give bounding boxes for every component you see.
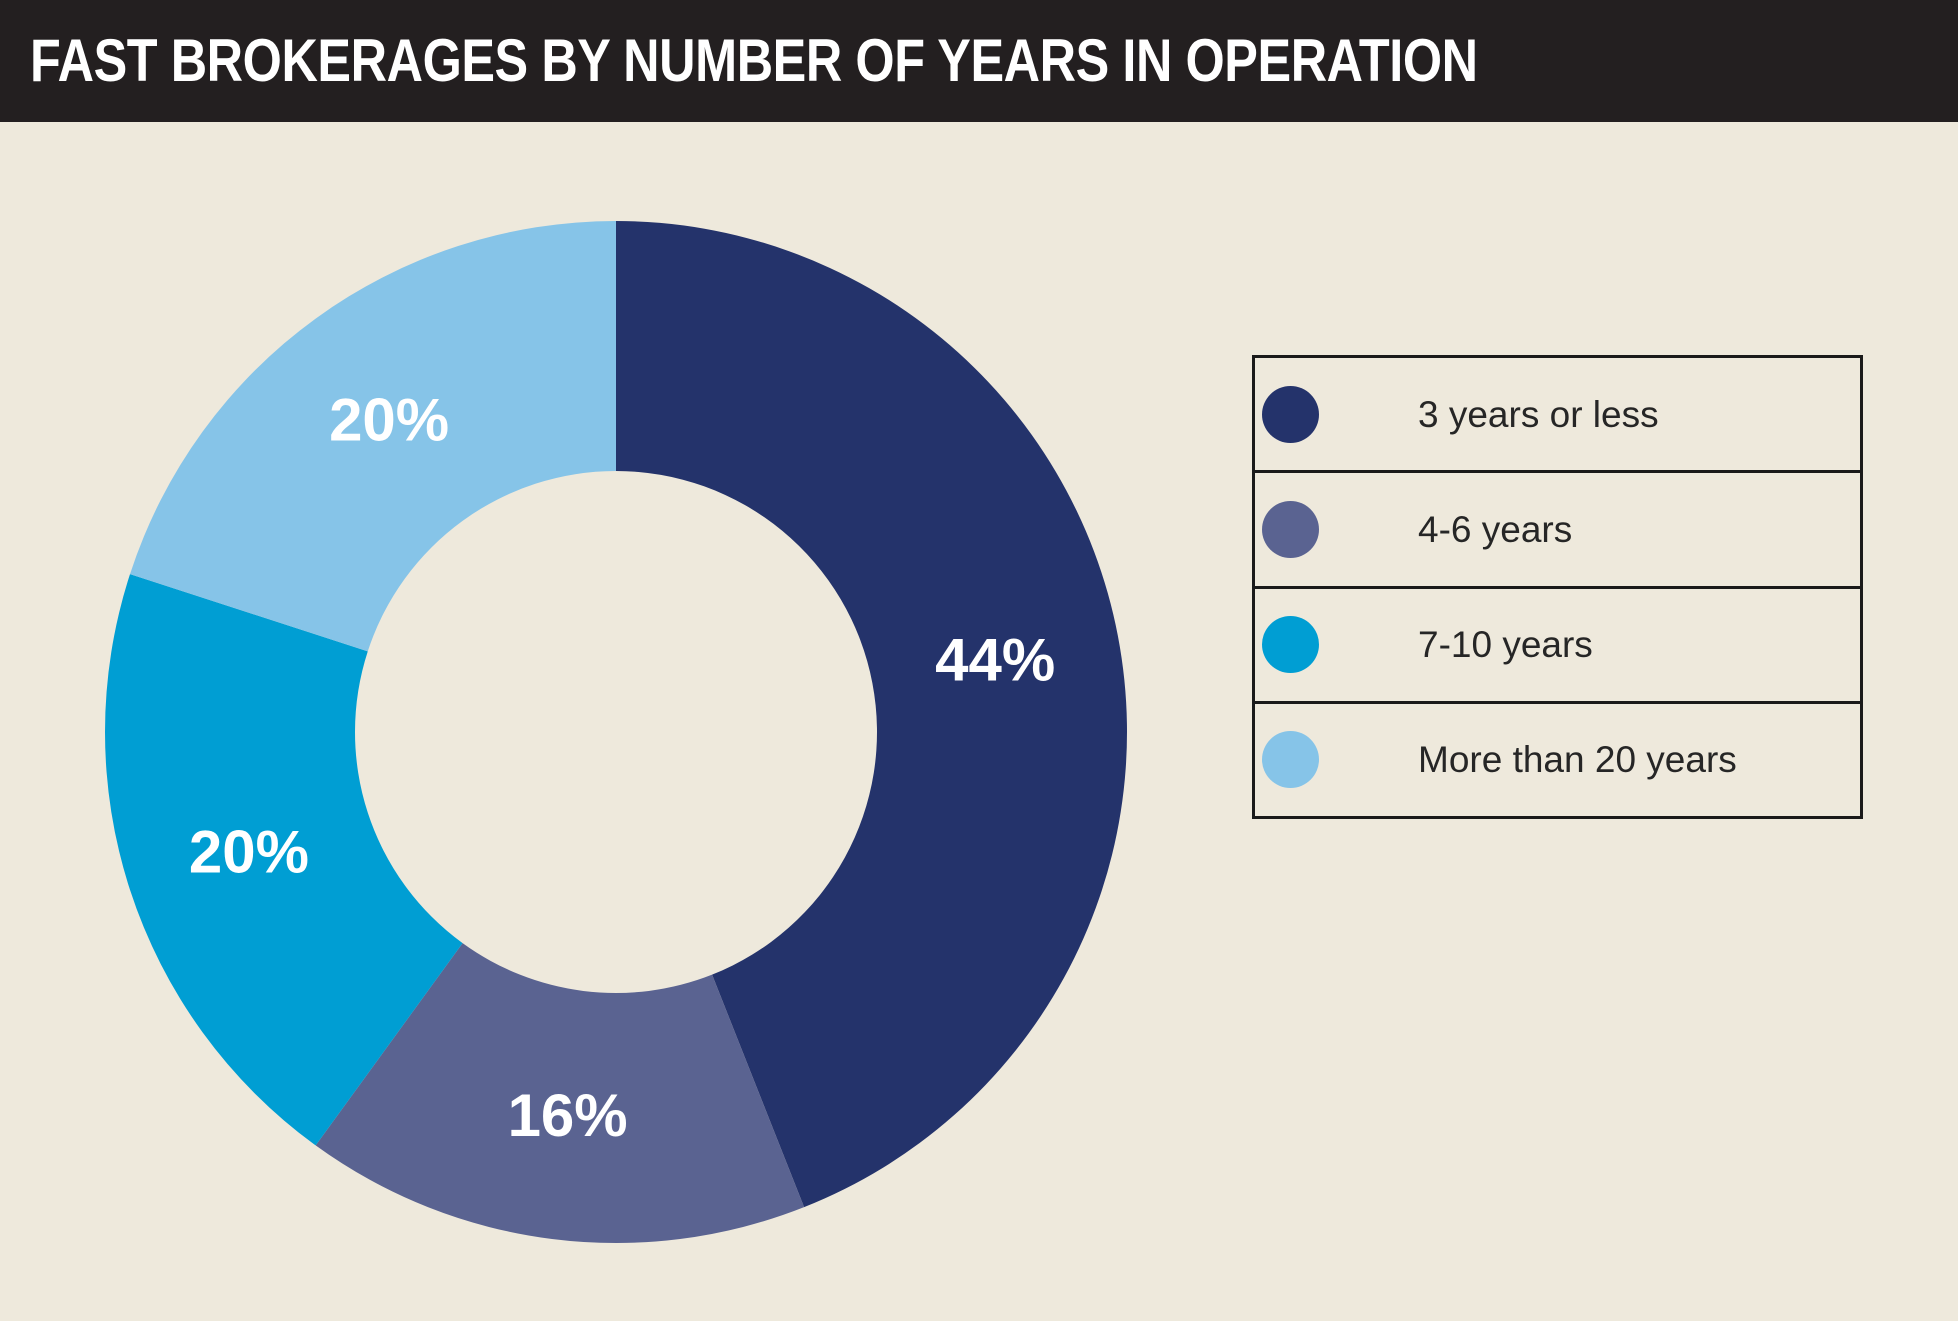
legend-swatch-icon bbox=[1262, 385, 1319, 443]
legend-item-2: 4-6 years bbox=[1255, 470, 1860, 585]
legend-swatch-icon bbox=[1262, 731, 1319, 789]
title-bar: FAST BROKERAGES BY NUMBER OF YEARS IN OP… bbox=[0, 0, 1958, 122]
donut-slice-1 bbox=[616, 221, 1128, 1208]
slice-data-label-3: 20% bbox=[189, 818, 309, 885]
legend: 3 years or less 4-6 years 7-10 years More t… bbox=[1252, 355, 1863, 819]
legend-item-4: More than 20 years bbox=[1255, 700, 1860, 816]
legend-label: 7-10 years bbox=[1418, 624, 1593, 666]
donut-slice-2 bbox=[315, 943, 805, 1244]
chart-title: FAST BROKERAGES BY NUMBER OF YEARS IN OP… bbox=[30, 27, 1478, 94]
legend-item-1: 3 years or less bbox=[1255, 358, 1860, 470]
slice-data-label-4: 20% bbox=[329, 387, 449, 454]
legend-label: 4-6 years bbox=[1418, 508, 1573, 550]
slice-data-label-1: 44% bbox=[935, 627, 1055, 694]
legend-swatch-icon bbox=[1262, 616, 1319, 674]
legend-label: More than 20 years bbox=[1418, 739, 1737, 781]
legend-swatch-icon bbox=[1262, 500, 1319, 558]
legend-item-3: 7-10 years bbox=[1255, 585, 1860, 701]
slice-data-label-2: 16% bbox=[508, 1082, 628, 1149]
donut-slice-4 bbox=[130, 221, 616, 652]
donut-slice-3 bbox=[104, 574, 463, 1146]
legend-label: 3 years or less bbox=[1418, 393, 1659, 435]
